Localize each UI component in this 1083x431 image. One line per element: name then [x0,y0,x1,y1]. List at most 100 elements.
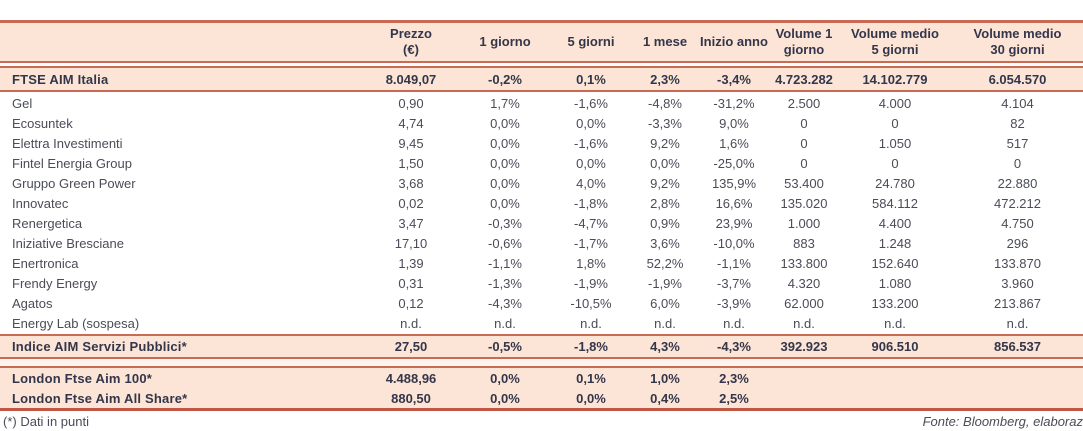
row-value: -3,7% [717,275,751,291]
table-row: Agatos 0,12 -4,3% -10,5% 6,0% -3,9% 62.000 133.… [0,293,1083,313]
row-value: 0,0% [490,135,520,151]
row-value: 0,9% [650,215,680,231]
table-row: Energy Lab (sospesa) n.d. n.d. n.d. n.d. n.d.… [0,313,1083,333]
index-summary-section: FTSE AIM Italia 8.049,07 -0,2% 0,1% 2,3% -3,4… [0,68,1083,90]
table-top-border [0,20,1083,23]
row-label: Frendy Energy [12,275,98,291]
row-value: 880,50 [391,390,431,406]
row-value: -1,8% [574,339,608,354]
divider-line [0,366,1083,368]
row-value: 392.923 [780,339,828,354]
row-value: -25,0% [713,155,755,171]
row-value: 2.500 [787,95,821,111]
row-value: 0,12 [398,295,424,311]
header-cell: 5 giorni [567,33,615,49]
row-value: 3,6% [650,235,680,251]
header-cell: Prezzo (€) [390,25,432,57]
header-cell: Inizio anno [700,33,768,49]
row-value: 4,74 [398,115,424,131]
row-value: 4.104 [1001,95,1034,111]
row-label: Renergetica [12,215,83,231]
stock-rows-section: Gel 0,90 1,7% -1,6% -4,8% -31,2% 2.500 4.000 4.1… [0,92,1083,334]
header-cell: 1 giorno [479,33,531,49]
table-row: Elettra Investimenti 9,45 0,0% -1,6% 9,2% 1,6… [0,133,1083,153]
row-value: 4,3% [650,339,680,354]
row-value: 6.054.570 [988,71,1047,87]
table-row: Gruppo Green Power 3,68 0,0% 4,0% 9,2% 135,9%… [0,173,1083,193]
row-value: 53.400 [784,175,824,191]
london-indices-section: London Ftse Aim 100* 4.488,96 0,0% 0,1% 1,0%… [0,368,1083,408]
row-value: 856.537 [994,339,1041,354]
table-row: Renergetica 3,47 -0,3% -4,7% 0,9% 23,9% 1.000 4… [0,213,1083,233]
row-value: 2,5% [719,390,749,406]
row-value: 1.080 [878,275,912,291]
table-row: Fintel Energia Group 1,50 0,0% 0,0% 0,0% -25,… [0,153,1083,173]
header-cell: Volume medio 30 giorni [973,25,1062,57]
row-value: 2,8% [650,195,680,211]
row-label: Gel [12,95,33,111]
table-row: Iniziative Bresciane 17,10 -0,6% -1,7% 3,6% -… [0,233,1083,253]
divider-line [0,61,1083,63]
row-value: 2,3% [719,370,749,386]
row-value: 0,1% [576,71,606,87]
row-value: 1,6% [719,135,749,151]
section-gap [0,359,1083,366]
row-value: -1,8% [574,195,608,211]
row-value: 2,3% [650,71,680,87]
row-value: -3,9% [717,295,751,311]
row-value: 0 [800,135,808,151]
row-value: 906.510 [871,339,919,354]
row-value: -0,3% [488,215,522,231]
row-value: 0,1% [576,370,606,386]
row-value: 584.112 [871,195,919,211]
row-value: n.d. [494,315,516,331]
row-value: -4,7% [574,215,608,231]
table-row: Enertronica 1,39 -1,1% 1,8% 52,2% -1,1% 133.80… [0,253,1083,273]
row-value: 17,10 [394,235,428,251]
row-value: 0,0% [490,390,520,406]
row-value: 3,47 [398,215,424,231]
row-value: -1,7% [574,235,608,251]
row-value: -1,6% [574,135,608,151]
row-value: 4.488,96 [385,370,437,386]
row-value: 0,0% [490,155,520,171]
table-row: Indice AIM Servizi Pubblici* 27,50 -0,5% -1… [0,336,1083,357]
row-value: -1,9% [574,275,608,291]
row-value: 883 [793,235,815,251]
row-value: 1,50 [398,155,424,171]
row-value: 1.000 [787,215,821,231]
divider-gap [0,63,1083,66]
row-value: 152.640 [871,255,919,271]
row-value: -3,4% [717,71,751,87]
row-value: n.d. [400,315,422,331]
row-value: 0 [800,115,808,131]
row-label: Indice AIM Servizi Pubblici* [12,339,187,354]
divider-line [0,66,1083,68]
row-value: n.d. [723,315,745,331]
row-label: London Ftse Aim All Share* [12,390,188,406]
row-value: 0,0% [576,155,606,171]
row-value: -1,1% [488,255,522,271]
footnote: (*) Dati in punti [3,414,89,429]
row-value: -1,6% [574,95,608,111]
row-value: 4.750 [1001,215,1034,231]
row-value: -4,3% [717,339,751,354]
row-value: 23,9% [715,215,753,231]
table-row: Gel 0,90 1,7% -1,6% -4,8% -31,2% 2.500 4.000 4.1… [0,93,1083,113]
table-footer: (*) Dati in punti Fonte: Bloomberg, elab… [0,411,1083,431]
table-row: FTSE AIM Italia 8.049,07 -0,2% 0,1% 2,3% -3,4… [0,68,1083,90]
row-value: 135,9% [711,175,757,191]
row-value: 0,90 [398,95,424,111]
row-value: 296 [1006,235,1029,251]
row-value: 135.020 [780,195,828,211]
row-value: n.d. [580,315,602,331]
divider-line [0,334,1083,336]
row-value: 3,68 [398,175,424,191]
header-cell: 1 mese [642,33,688,49]
row-label: Innovatec [12,195,69,211]
row-value: 9,2% [650,135,680,151]
header-cell: Volume medio 5 giorni [851,25,939,57]
row-value: 0,4% [650,390,680,406]
row-label: London Ftse Aim 100* [12,370,153,386]
